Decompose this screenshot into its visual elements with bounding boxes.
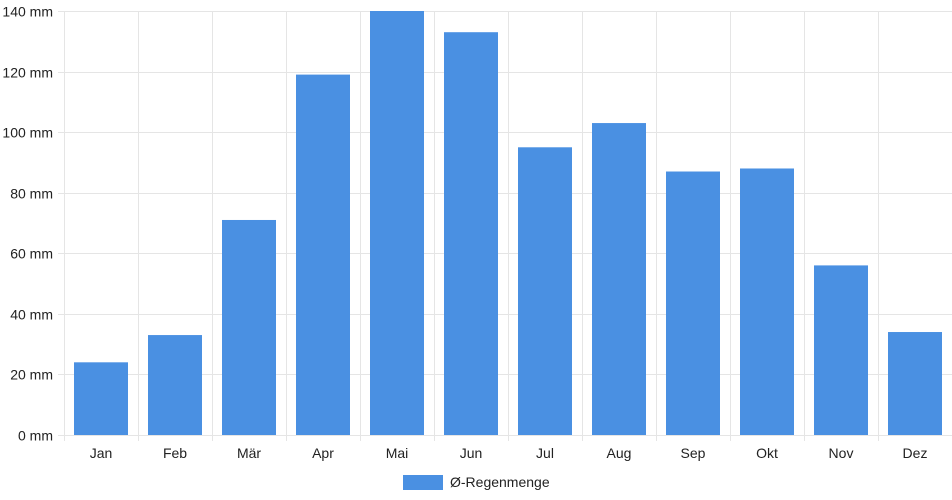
x-axis-ticks: Jan Feb Mär Apr Mai Jun Jul Aug Sep Okt Nov Dez bbox=[90, 445, 928, 461]
x-tick-label: Mär bbox=[237, 445, 261, 461]
bar-mai[interactable] bbox=[370, 11, 424, 435]
y-tick-label: 0 mm bbox=[18, 428, 53, 444]
bar-apr[interactable] bbox=[296, 74, 350, 435]
bar-jan[interactable] bbox=[74, 362, 128, 435]
bar-okt[interactable] bbox=[740, 168, 794, 436]
y-tick-label: 20 mm bbox=[10, 367, 53, 383]
y-tick-label: 80 mm bbox=[10, 186, 53, 202]
x-tick-label: Jan bbox=[90, 445, 113, 461]
bar-jul[interactable] bbox=[518, 147, 572, 436]
bar-mär[interactable] bbox=[222, 219, 276, 435]
x-tick-label: Aug bbox=[607, 445, 632, 461]
x-tick-label: Sep bbox=[681, 445, 706, 461]
x-tick-label: Dez bbox=[903, 445, 928, 461]
x-tick-label: Apr bbox=[312, 445, 334, 461]
bars bbox=[74, 11, 942, 436]
bar-dez[interactable] bbox=[888, 332, 942, 435]
y-tick-label: 40 mm bbox=[10, 307, 53, 323]
bar-sep[interactable] bbox=[666, 171, 720, 435]
x-tick-label: Nov bbox=[829, 445, 854, 461]
legend-label[interactable]: Ø-Regenmenge bbox=[450, 474, 550, 490]
x-tick-label: Mai bbox=[386, 445, 409, 461]
x-tick-label: Jul bbox=[536, 445, 554, 461]
legend[interactable]: Ø-Regenmenge bbox=[403, 474, 550, 490]
y-tick-label: 140 mm bbox=[2, 4, 53, 20]
bar-feb[interactable] bbox=[148, 335, 202, 435]
x-tick-label: Okt bbox=[756, 445, 778, 461]
y-tick-label: 100 mm bbox=[2, 125, 53, 141]
y-tick-label: 60 mm bbox=[10, 246, 53, 262]
bar-nov[interactable] bbox=[814, 265, 868, 435]
bar-aug[interactable] bbox=[592, 123, 646, 435]
x-tick-label: Feb bbox=[163, 445, 187, 461]
y-axis-ticks: 0 mm 20 mm 40 mm 60 mm 80 mm 100 mm 120 mm 140 … bbox=[2, 4, 53, 444]
y-tick-label: 120 mm bbox=[2, 65, 53, 81]
grid-lines bbox=[58, 11, 952, 441]
bar-jun[interactable] bbox=[444, 32, 498, 435]
x-tick-label: Jun bbox=[460, 445, 483, 461]
legend-swatch[interactable] bbox=[403, 475, 443, 490]
